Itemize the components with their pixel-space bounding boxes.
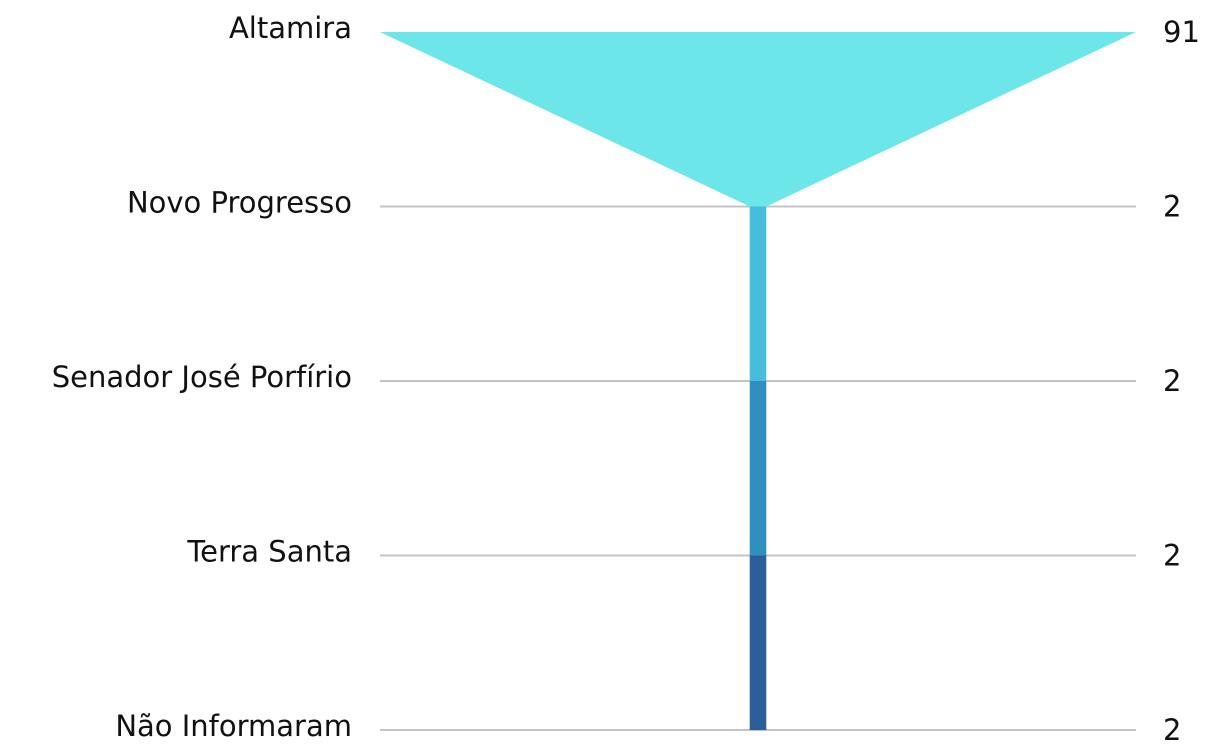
category-label: Altamira [229, 11, 352, 45]
value-label: 2 [1163, 713, 1181, 744]
value-label: 91 [1163, 15, 1200, 49]
funnel-segment [380, 32, 1136, 207]
funnel-segment [749, 555, 767, 730]
category-label: Senador José Porfírio [52, 360, 352, 394]
funnel-segment [749, 381, 767, 556]
value-label: 2 [1163, 364, 1181, 398]
category-label: Novo Progresso [127, 186, 352, 220]
category-label: Não Informaram [115, 709, 352, 743]
category-label: Terra Santa [186, 535, 352, 569]
value-label: 2 [1163, 539, 1181, 573]
funnel-segment [749, 206, 767, 381]
value-label: 2 [1163, 190, 1181, 224]
